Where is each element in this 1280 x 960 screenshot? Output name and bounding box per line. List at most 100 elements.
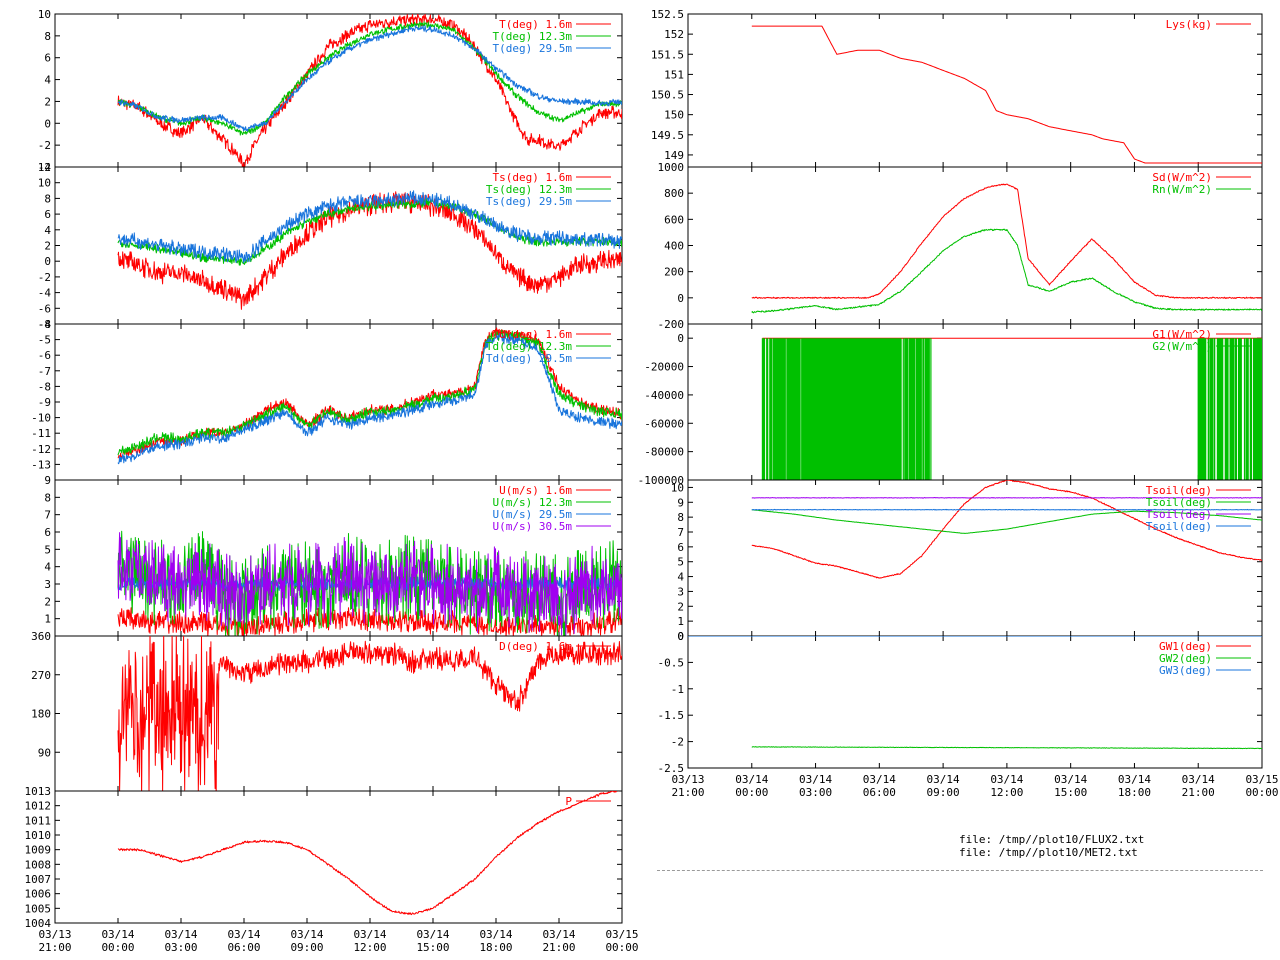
y-tick-label: 10 (38, 177, 51, 190)
x-tick-label: 00:00 (1245, 786, 1278, 799)
legend-label: G2(W/m^2) (1152, 340, 1212, 353)
y-tick-label: 151 (664, 68, 684, 81)
series-group (761, 337, 1262, 480)
legend-label: Tsoil(deg) (1146, 520, 1212, 533)
x-tick-label: 03/14 (1118, 773, 1151, 786)
y-tick-label: 1013 (25, 785, 52, 798)
y-tick-label: 7 (677, 526, 684, 539)
file-name-flux: file: /tmp//plot10/FLUX2.txt (959, 833, 1145, 846)
legend-label: Td(deg) 1.6m (493, 328, 573, 341)
y-tick-label: 150.5 (651, 89, 684, 102)
x-tick-label: 03/15 (1245, 773, 1278, 786)
series-group (117, 327, 622, 465)
legend-label: U(m/s) 30.5m (493, 520, 573, 533)
series-line (117, 329, 622, 456)
y-tick-label: -9 (38, 396, 51, 409)
legend-label: Td(deg) 29.5m (486, 352, 572, 365)
y-tick-label: -8 (38, 318, 51, 331)
x-tick-label: 03/14 (416, 928, 449, 941)
y-tick-label: -1.5 (658, 709, 685, 722)
x-tick-label: 15:00 (416, 941, 449, 954)
y-tick-label: 1004 (25, 917, 52, 930)
series-group (688, 636, 1262, 750)
y-tick-label: 12 (38, 161, 51, 174)
legend-label: Tsoil(deg) (1146, 496, 1212, 509)
y-tick-label: 9 (677, 496, 684, 509)
x-tick-label: 03:00 (799, 786, 832, 799)
y-tick-label: -4 (38, 287, 52, 300)
legend-label: Ts(deg) 12.3m (486, 183, 572, 196)
x-tick-label: 15:00 (1054, 786, 1087, 799)
x-tick-label: 03/14 (227, 928, 260, 941)
y-tick-label: 150 (664, 109, 684, 122)
series-group (117, 791, 620, 916)
series-line (751, 183, 1262, 299)
y-tick-label: -0.5 (658, 656, 685, 669)
y-tick-label: 1000 (658, 161, 685, 174)
y-tick-label: -60000 (644, 417, 684, 430)
y-tick-label: -20000 (644, 361, 684, 374)
legend-label: Tsoil(deg) (1146, 484, 1212, 497)
legend-label: Tsoil(deg) (1146, 508, 1212, 521)
y-tick-label: -11 (31, 427, 51, 440)
y-tick-label: 0 (677, 292, 684, 305)
y-tick-label: 400 (664, 240, 684, 253)
chart-air-temp: -4 -2 0 2 4 6 8 10 T(deg) 1.6mT(deg) 12.3mT(deg)… (38, 8, 623, 174)
x-tick-label: 21:00 (671, 786, 704, 799)
legend-label: Ts(deg) 29.5m (486, 195, 572, 208)
series-group (751, 25, 1262, 164)
y-tick-label: 360 (31, 630, 51, 643)
y-tick-label: 4 (44, 561, 51, 574)
y-tick-label: 9 (44, 474, 51, 487)
chart-wind-direction: 90 180 270 360 D(deg) 1.6m (31, 630, 623, 792)
y-tick-label: -2 (671, 736, 684, 749)
x-tick-label: 03/14 (290, 928, 323, 941)
y-tick-label: 1011 (25, 814, 52, 827)
y-tick-label: -6 (38, 349, 51, 362)
series-group (751, 480, 1262, 579)
y-tick-label: -100000 (638, 474, 684, 487)
y-tick-label: 152.5 (651, 8, 684, 21)
x-tick-label: 12:00 (990, 786, 1023, 799)
x-tick-label: 09:00 (927, 786, 960, 799)
legend-label: Lys(kg) (1166, 18, 1212, 31)
y-tick-label: -13 (31, 458, 51, 471)
y-tick-label: 6 (677, 541, 684, 554)
series-line (751, 508, 1262, 511)
y-tick-label: 8 (44, 491, 51, 504)
y-tick-label: 7 (44, 509, 51, 522)
x-tick-label: 18:00 (479, 941, 512, 954)
series-line (751, 25, 1262, 164)
y-tick-label: 5 (44, 543, 51, 556)
x-tick-label: 03/14 (1054, 773, 1087, 786)
y-tick-label: -2 (38, 271, 51, 284)
x-tick-label: 03/14 (353, 928, 386, 941)
series-line (117, 332, 622, 465)
x-tick-label: 09:00 (290, 941, 323, 954)
chart-wind-speed: 1 2 3 4 5 6 7 8 9 U(m/s) 1.6mU(m/s) 12.3mU(m/s) 2… (44, 474, 623, 637)
y-tick-label: 2 (44, 595, 51, 608)
y-tick-label: 800 (664, 187, 684, 200)
y-tick-label: -5 (38, 334, 51, 347)
x-tick-label: 03/14 (863, 773, 896, 786)
legend-label: T(deg) 12.3m (493, 30, 573, 43)
file-name-met: file: /tmp//plot10/MET2.txt (959, 846, 1138, 859)
series-group (751, 183, 1262, 314)
file-list: file: /tmp//plot10/FLUX2.txt file: /tmp/… (959, 833, 1144, 859)
y-tick-label: 149 (664, 149, 684, 162)
x-tick-label: 06:00 (227, 941, 260, 954)
y-tick-label: -4 (38, 318, 52, 331)
legend-label: P (565, 795, 572, 808)
y-tick-label: 3 (44, 578, 51, 591)
x-tick-label: 03/14 (927, 773, 960, 786)
legend-label: GW1(deg) (1159, 640, 1212, 653)
y-tick-label: 149.5 (651, 129, 684, 142)
y-tick-label: 1009 (25, 844, 52, 857)
legend-label: G1(W/m^2) (1152, 328, 1212, 341)
series-group (117, 530, 622, 636)
divider-line (657, 870, 1263, 871)
x-tick-label: 03/14 (799, 773, 832, 786)
legend-label: GW3(deg) (1159, 664, 1212, 677)
